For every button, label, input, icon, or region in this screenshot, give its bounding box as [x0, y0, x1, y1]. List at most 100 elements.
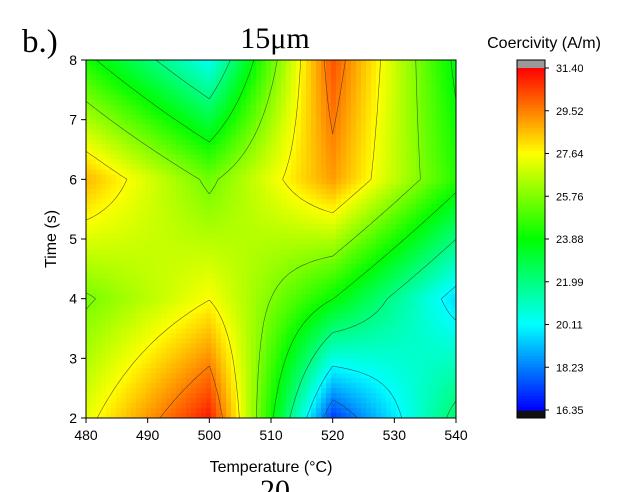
heat-cell: [106, 373, 112, 379]
heat-cell: [181, 288, 187, 295]
heat-cell: [121, 169, 127, 175]
heat-cell: [321, 129, 327, 136]
heat-cell: [366, 298, 372, 305]
heat-cell: [341, 283, 347, 290]
heat-cell: [236, 89, 242, 96]
heat-cell: [311, 234, 317, 240]
heat-cell: [141, 388, 147, 394]
heat-cell: [401, 224, 407, 230]
heat-cell: [301, 179, 307, 185]
heat-cell: [101, 373, 107, 379]
heat-cell: [191, 194, 197, 200]
heat-cell: [341, 303, 347, 310]
heat-cell: [436, 149, 442, 156]
heat-cell: [96, 209, 102, 215]
heat-cell: [326, 109, 332, 116]
heat-cell: [376, 363, 382, 369]
heat-cell: [176, 89, 182, 96]
heat-cell: [286, 119, 292, 126]
heat-cell: [201, 353, 207, 359]
heat-cell: [176, 378, 182, 384]
heat-cell: [141, 328, 147, 335]
heat-cell: [276, 363, 282, 369]
heat-cell: [286, 104, 292, 111]
heat-cell: [396, 368, 402, 374]
heat-cell: [101, 338, 107, 345]
heat-cell: [251, 174, 257, 180]
heat-cell: [241, 149, 247, 156]
heat-cell: [286, 258, 292, 265]
heat-cell: [321, 358, 327, 364]
heat-cell: [281, 283, 287, 290]
heat-cell: [411, 169, 417, 175]
heat-cell: [436, 373, 442, 379]
heat-cell: [236, 60, 242, 66]
heat-cell: [256, 124, 262, 131]
heat-cell: [336, 174, 342, 180]
heat-cell: [391, 298, 397, 305]
heat-cell: [126, 204, 132, 210]
heat-cell: [346, 84, 352, 91]
heat-cell: [276, 358, 282, 364]
heat-cell: [441, 199, 447, 205]
heat-cell: [241, 154, 247, 161]
heat-cell: [441, 184, 447, 190]
heat-cell: [251, 204, 257, 210]
heat-cell: [426, 69, 432, 76]
heat-cell: [116, 278, 122, 285]
heat-cell: [101, 363, 107, 369]
heat-cell: [156, 229, 162, 235]
heat-cell: [141, 219, 147, 225]
heat-cell: [431, 99, 437, 106]
heat-cell: [111, 363, 117, 369]
heat-cell: [201, 129, 207, 136]
heat-cell: [176, 139, 182, 146]
heat-cell: [451, 84, 456, 91]
heat-cell: [106, 229, 112, 235]
heat-cell: [406, 149, 412, 156]
heat-cell: [351, 89, 357, 96]
heat-cell: [326, 154, 332, 161]
heat-cell: [186, 298, 192, 305]
heat-cell: [361, 343, 367, 349]
heat-cell: [141, 164, 147, 170]
heat-cell: [121, 209, 127, 215]
heat-cell: [136, 119, 142, 126]
heat-cell: [331, 378, 337, 384]
heat-cell: [91, 353, 97, 359]
heat-cell: [446, 368, 452, 374]
heat-cell: [266, 239, 272, 245]
heat-cell: [451, 69, 456, 76]
heat-cell: [136, 263, 142, 270]
heat-cell: [346, 154, 352, 161]
heat-cell: [206, 258, 212, 265]
heat-cell: [116, 378, 122, 384]
heat-cell: [361, 303, 367, 310]
heat-cell: [86, 114, 92, 121]
heat-cell: [396, 144, 402, 151]
heat-cell: [186, 204, 192, 210]
heat-cell: [396, 134, 402, 141]
heat-cell: [401, 353, 407, 359]
heat-cell: [341, 129, 347, 136]
heat-cell: [281, 268, 287, 275]
heat-cell: [181, 64, 187, 71]
heat-cell: [291, 69, 297, 76]
heat-cell: [336, 258, 342, 265]
heat-cell: [156, 283, 162, 290]
heat-cell: [271, 89, 277, 96]
heat-cell: [146, 368, 152, 374]
heat-cell: [301, 64, 307, 71]
heat-cell: [191, 214, 197, 220]
heat-cell: [416, 278, 422, 285]
heat-cell: [356, 104, 362, 111]
heat-cell: [146, 248, 152, 255]
heat-cell: [296, 303, 302, 310]
heat-cell: [216, 378, 222, 384]
heat-cell: [261, 258, 267, 265]
heat-cell: [321, 64, 327, 71]
heat-cell: [246, 263, 252, 270]
heat-cell: [126, 194, 132, 200]
heat-cell: [406, 139, 412, 146]
heat-cell: [196, 214, 202, 220]
